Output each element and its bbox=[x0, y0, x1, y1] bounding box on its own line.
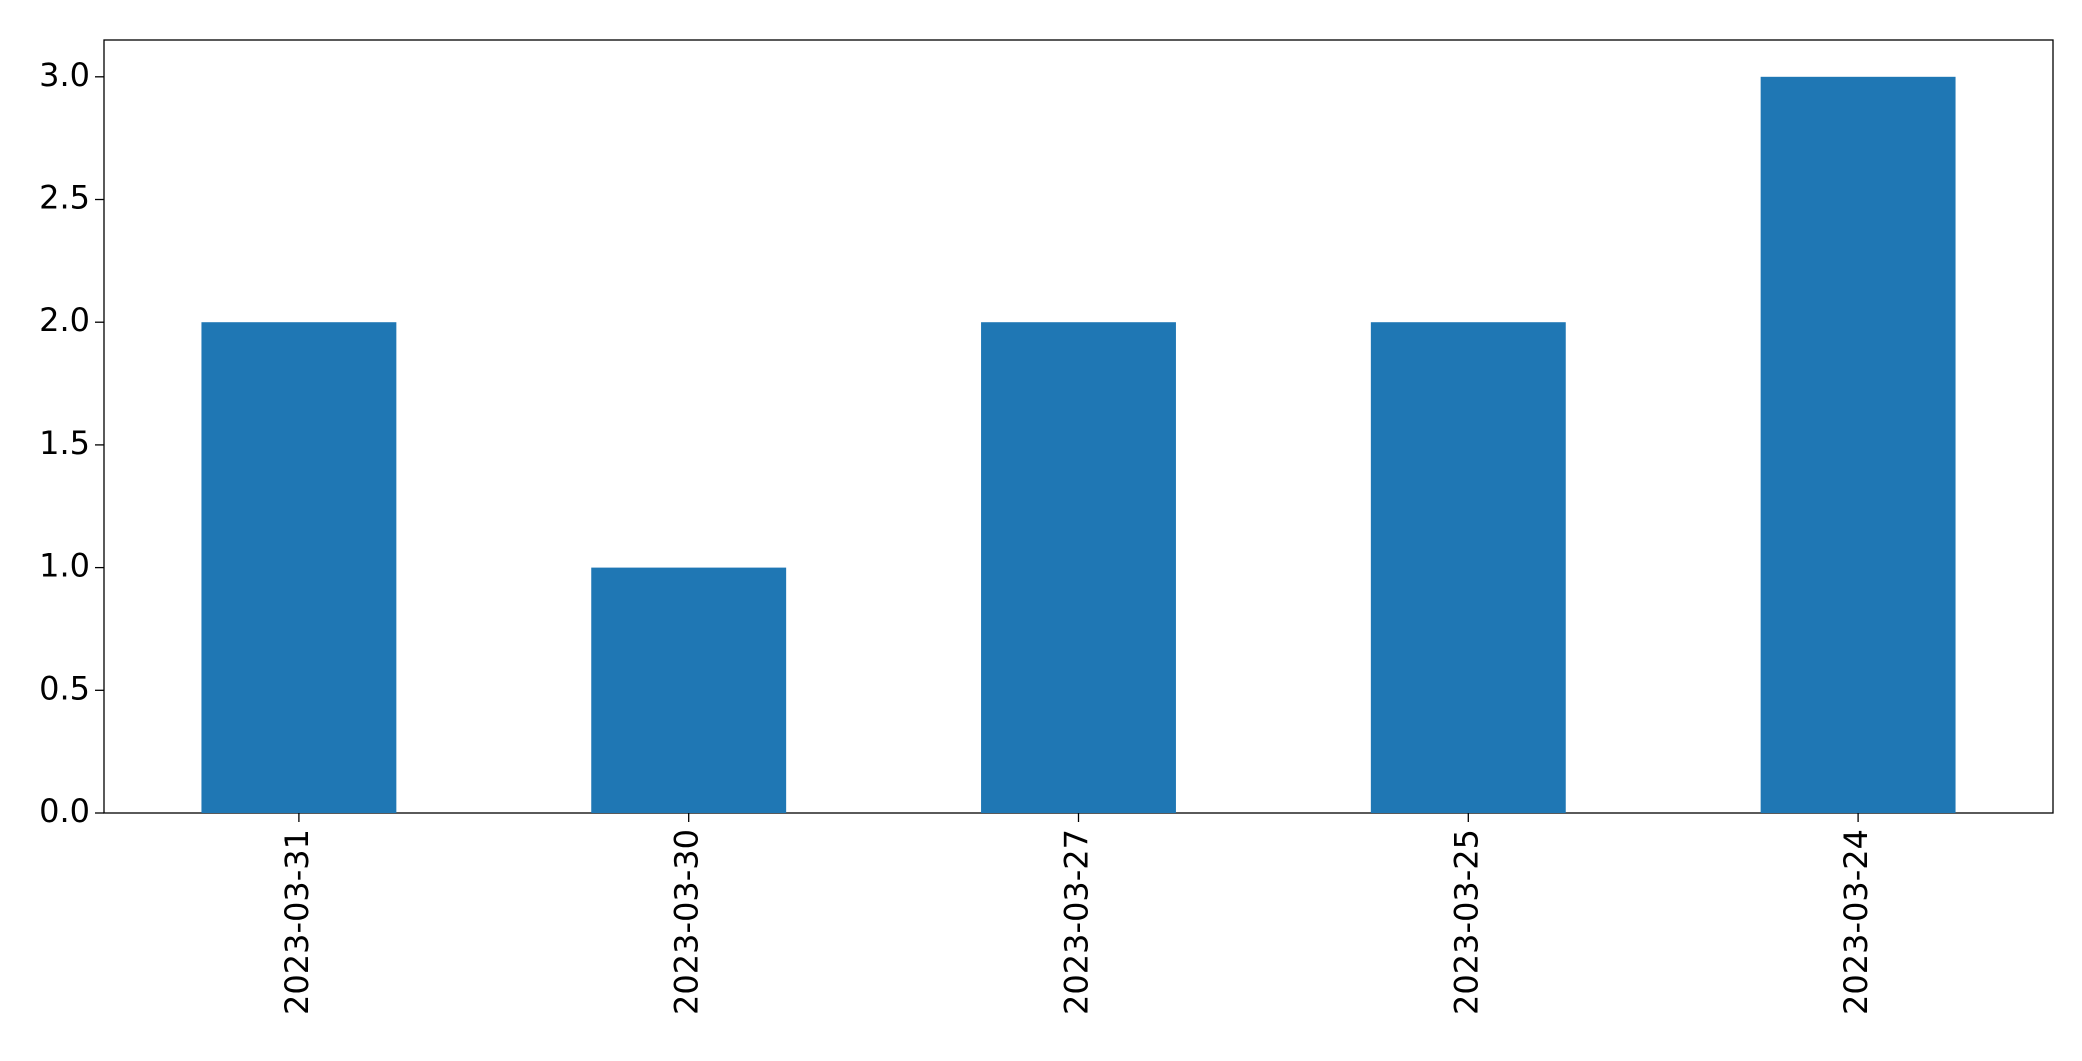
x-tick-label: 2023-03-27 bbox=[1058, 829, 1096, 1015]
x-tick-label: 2023-03-30 bbox=[668, 829, 706, 1015]
bar bbox=[201, 322, 397, 813]
y-tick-label: 0.5 bbox=[39, 669, 90, 707]
y-tick-label: 2.0 bbox=[39, 301, 90, 339]
y-tick-label: 0.0 bbox=[39, 792, 90, 830]
bar bbox=[981, 322, 1176, 813]
x-tick-label: 2023-03-31 bbox=[278, 829, 316, 1015]
bar bbox=[1760, 76, 1956, 814]
bar bbox=[591, 567, 787, 813]
bar bbox=[1370, 322, 1566, 813]
y-tick-label: 2.5 bbox=[39, 179, 90, 217]
y-tick-label: 1.0 bbox=[39, 547, 90, 585]
x-tick-label: 2023-03-24 bbox=[1837, 829, 1875, 1015]
y-tick-label: 3.0 bbox=[39, 56, 90, 94]
y-tick-label: 1.5 bbox=[39, 424, 90, 462]
x-tick-label: 2023-03-25 bbox=[1447, 829, 1485, 1015]
